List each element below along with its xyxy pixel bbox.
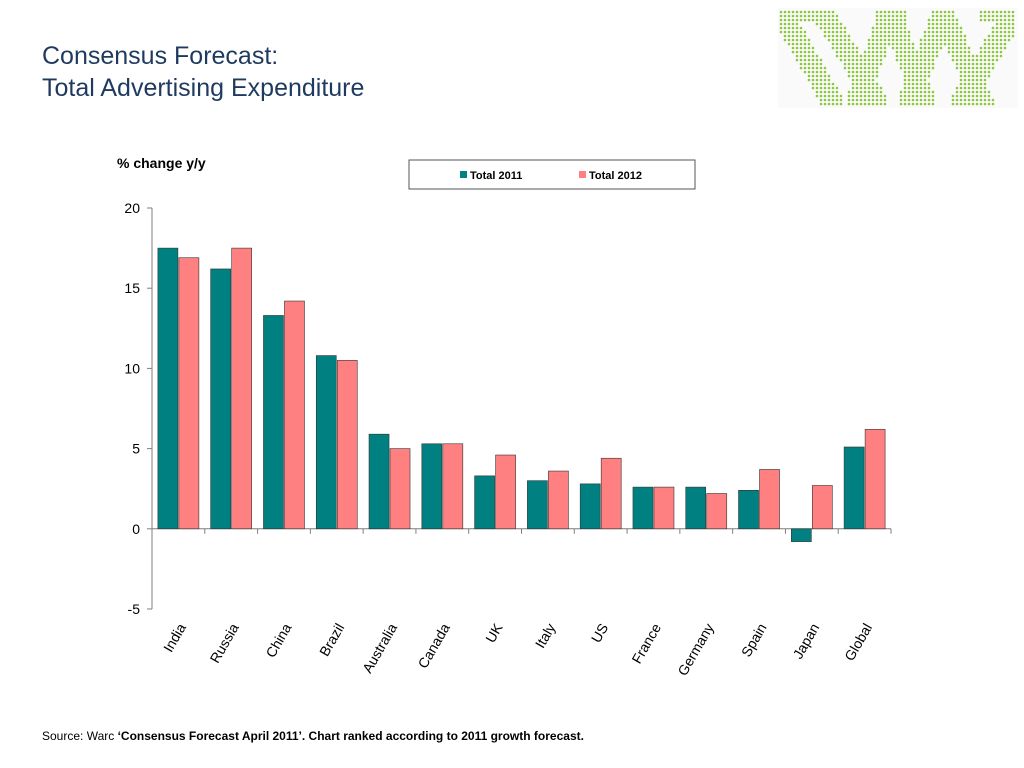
x-tick-label: Canada bbox=[415, 620, 453, 671]
bar-total-2011 bbox=[791, 528, 812, 542]
bar-total-2011 bbox=[421, 443, 443, 530]
x-tick-label: France bbox=[628, 620, 664, 666]
bar-total-2012 bbox=[653, 486, 675, 530]
bar-total-2012 bbox=[442, 443, 464, 530]
bar-total-2011 bbox=[843, 446, 865, 530]
x-tick-label: China bbox=[262, 620, 294, 660]
legend-swatch bbox=[460, 171, 467, 178]
page-title: Consensus Forecast: Total Advertising Ex… bbox=[42, 40, 364, 104]
legend-entry: Total 2012 bbox=[589, 170, 642, 182]
bar-total-2011 bbox=[210, 268, 231, 530]
bar-total-2011 bbox=[368, 433, 390, 530]
bar-total-2012 bbox=[495, 454, 516, 530]
bar-total-2012 bbox=[759, 469, 780, 530]
title-line-2: Total Advertising Expenditure bbox=[42, 74, 365, 102]
bar-total-2012 bbox=[284, 300, 305, 530]
bar-total-2011 bbox=[579, 483, 601, 530]
bar-total-2012 bbox=[864, 429, 886, 530]
legend-entry: Total 2011 bbox=[470, 170, 522, 182]
bar-total-2011 bbox=[474, 475, 495, 530]
y-tick-label: 5 bbox=[132, 441, 140, 457]
x-tick-label: Italy bbox=[532, 621, 559, 651]
bar-total-2011 bbox=[632, 486, 654, 530]
y-tick-label: 15 bbox=[124, 280, 140, 296]
x-tick-label: Germany bbox=[674, 621, 717, 679]
x-tick-label: UK bbox=[482, 620, 506, 645]
x-tick-label: Spain bbox=[738, 621, 770, 660]
source-note: Source: Warc ‘Consensus Forecast April 2… bbox=[42, 729, 584, 743]
bar-total-2012 bbox=[231, 247, 252, 530]
title-line-1: Consensus Forecast: bbox=[42, 42, 279, 70]
bar-total-2011 bbox=[315, 355, 337, 530]
warc-logo-icon bbox=[778, 8, 1018, 108]
y-tick-label: 20 bbox=[124, 200, 140, 216]
source-text: ‘Consensus Forecast April 2011’. Chart r… bbox=[117, 729, 584, 743]
bar-total-2012 bbox=[178, 257, 200, 530]
bar-total-2011 bbox=[157, 247, 179, 530]
y-axis-label: % change y/y bbox=[117, 155, 206, 171]
legend-box bbox=[408, 159, 696, 190]
source-prefix: Source: Warc bbox=[42, 729, 118, 743]
x-tick-label: Brazil bbox=[316, 621, 347, 659]
x-tick-label: India bbox=[160, 620, 189, 654]
bar-total-2012 bbox=[336, 360, 358, 530]
x-tick-label: Australia bbox=[359, 620, 400, 675]
legend-swatch bbox=[579, 171, 586, 178]
bar-total-2011 bbox=[685, 486, 707, 530]
x-tick-label: Japan bbox=[789, 621, 822, 662]
bar-total-2012 bbox=[389, 448, 411, 530]
x-tick-label: Global bbox=[841, 621, 875, 664]
y-tick-label: 10 bbox=[124, 360, 140, 376]
bar-total-2012 bbox=[600, 457, 622, 530]
bar-total-2011 bbox=[738, 490, 759, 530]
x-tick-label: Russia bbox=[207, 620, 242, 665]
bar-total-2011 bbox=[527, 480, 548, 530]
bar-total-2011 bbox=[263, 315, 284, 530]
y-tick-label: 0 bbox=[132, 521, 140, 537]
bar-total-2012 bbox=[548, 470, 569, 530]
bar-total-2012 bbox=[812, 485, 833, 530]
bar-total-2012 bbox=[706, 493, 728, 530]
y-tick-label: -5 bbox=[128, 601, 141, 617]
x-tick-label: US bbox=[588, 621, 612, 646]
